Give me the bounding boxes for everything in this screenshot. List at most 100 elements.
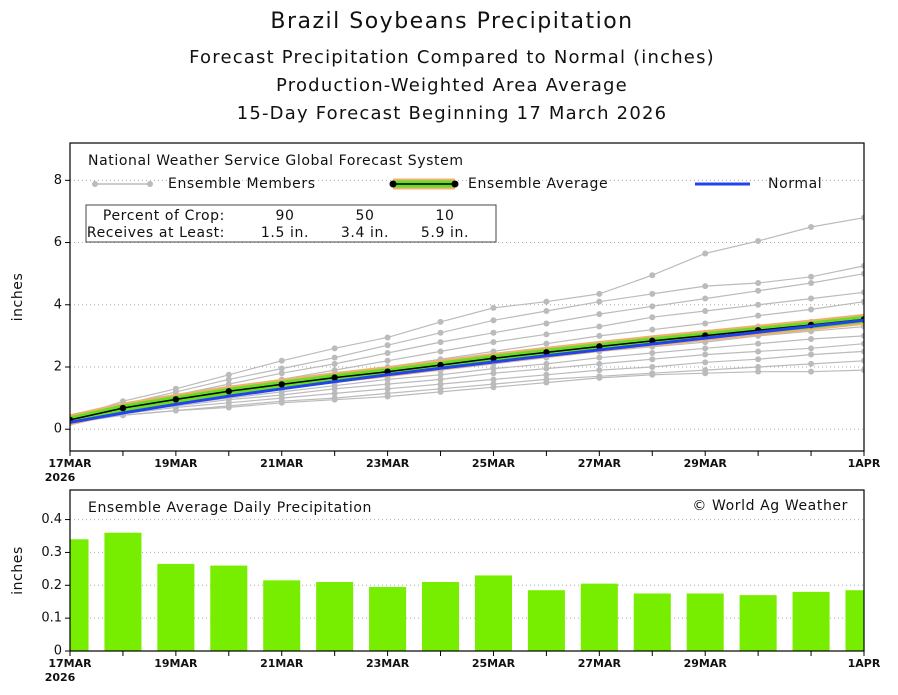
ensemble-member-point — [861, 298, 864, 305]
ensemble-member-point — [808, 224, 815, 230]
legend-label: Ensemble Average — [468, 176, 608, 192]
y-tick-label: 0.4 — [41, 512, 62, 527]
ensemble-member-point — [437, 388, 444, 395]
ensemble-member-point — [331, 360, 338, 367]
plot-frame — [69, 489, 865, 652]
ensemble-member-point — [596, 332, 603, 339]
ensemble-member-point — [808, 273, 815, 280]
ensemble-member-point — [543, 360, 550, 367]
bar — [70, 539, 89, 651]
x-tick-label: 27MAR — [578, 457, 622, 470]
ensemble-member-point — [755, 238, 762, 244]
ensemble-member-line — [70, 265, 864, 421]
x-tick-label: 19MAR — [154, 657, 198, 670]
ensemble-member-point — [543, 298, 550, 305]
y-tick-label: 8 — [54, 173, 62, 188]
ensemble-member-point — [172, 407, 179, 414]
x-tick-label: 23MAR — [366, 457, 410, 470]
legend-swatch — [389, 180, 397, 188]
ensemble-member-line — [70, 360, 864, 424]
ensemble-member-point — [596, 374, 603, 381]
ensemble-member-point — [437, 381, 444, 388]
ensemble-member-point — [543, 320, 550, 327]
chart-subtitle: Production-Weighted Area Average — [276, 75, 628, 96]
ensemble-member-point — [384, 376, 391, 383]
ensemble-member-point — [755, 356, 762, 363]
x-tick-label: 19MAR — [154, 457, 198, 470]
x-tick-label: 25MAR — [472, 457, 516, 470]
ensemble-member-point — [225, 371, 232, 378]
average-point — [119, 404, 127, 412]
chart-subtitle: 15-Day Forecast Beginning 17 March 2026 — [237, 103, 668, 124]
ensemble-member-point — [861, 367, 864, 374]
average-point — [331, 374, 338, 381]
ensemble-member-point — [649, 303, 656, 310]
x-tick-label: 23MAR — [366, 657, 410, 670]
ensemble-member-point — [755, 340, 762, 347]
ensemble-member-point — [596, 323, 603, 330]
bar — [580, 583, 618, 651]
ensemble-member-point — [331, 345, 338, 352]
ensemble-member-point — [596, 311, 603, 318]
ensemble-member-point — [384, 393, 391, 400]
average-point — [225, 388, 232, 395]
legend-label: Normal — [768, 176, 822, 192]
ensemble-member-point — [702, 359, 709, 366]
ensemble-member-point — [543, 365, 550, 372]
ensemble-member-point — [755, 368, 762, 375]
bar — [792, 591, 830, 651]
ensemble-member-point — [702, 283, 709, 290]
y-axis-label: inches — [10, 546, 26, 595]
x-tick-label: 25MAR — [472, 657, 516, 670]
x-tick-label: 17MAR — [48, 657, 92, 670]
crop-table-cell: 3.4 in. — [341, 225, 389, 241]
ensemble-member-point — [649, 272, 656, 279]
ensemble-member-point — [808, 280, 815, 286]
crop-table-cell: 90 — [275, 208, 294, 224]
bar — [369, 586, 407, 651]
bar — [739, 595, 777, 651]
average-line — [70, 318, 864, 421]
ensemble-member-point — [543, 379, 550, 386]
ensemble-member-point — [755, 348, 762, 355]
bar — [263, 580, 301, 651]
bar — [157, 563, 195, 651]
ensemble-member-point — [490, 317, 497, 324]
bar — [316, 582, 354, 651]
x-tick-label: 1APR — [848, 657, 881, 670]
bar — [527, 590, 565, 651]
average-point — [172, 396, 180, 403]
ensemble-member-point — [543, 371, 550, 378]
ensemble-member-point — [490, 365, 497, 372]
crop-table-box — [85, 204, 497, 243]
crop-table-cell: 1.5 in. — [261, 225, 309, 241]
ensemble-member-point — [861, 332, 864, 339]
ensemble-member-point — [861, 262, 864, 269]
x-year-label: 2026 — [45, 471, 76, 484]
ensemble-member-point — [384, 350, 391, 356]
y-tick-label: 0.3 — [41, 545, 62, 560]
plot-frame — [69, 142, 865, 452]
ensemble-member-point — [543, 308, 550, 314]
ensemble-member-point — [596, 367, 603, 374]
ensemble-member-point — [384, 357, 391, 364]
ensemble-member-point — [490, 339, 497, 346]
ensemble-member-point — [808, 351, 815, 358]
x-tick-label: 21MAR — [260, 457, 304, 470]
x-tick-label: 29MAR — [684, 457, 728, 470]
ensemble-member-line — [70, 335, 864, 422]
bar — [210, 565, 248, 651]
y-tick-label: 0.2 — [41, 578, 62, 593]
bar — [633, 593, 671, 651]
legend-swatch — [451, 180, 459, 188]
crop-table-cell: Receives at Least: — [87, 225, 225, 241]
ensemble-member-point — [490, 304, 497, 311]
y-axis-label: inches — [10, 273, 26, 322]
x-tick-label: 1APR — [848, 457, 881, 470]
ensemble-member-point — [808, 295, 815, 302]
ensemble-member-line — [70, 326, 864, 422]
ensemble-member-point — [596, 354, 603, 361]
bar — [104, 532, 142, 651]
ensemble-member-point — [808, 306, 815, 313]
